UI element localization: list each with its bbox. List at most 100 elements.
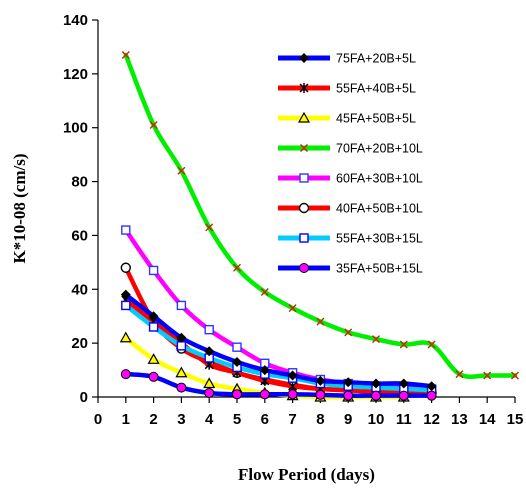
x-tick-label: 2 xyxy=(149,411,157,428)
legend-item: 55FA+40B+5L xyxy=(278,82,416,96)
data-point xyxy=(204,346,215,357)
data-point xyxy=(315,375,326,386)
x-tick-label: 15 xyxy=(507,411,524,428)
data-point xyxy=(260,287,269,296)
data-point xyxy=(232,389,242,400)
x-axis-title: Flow Period (days) xyxy=(238,465,375,484)
y-tick-label: 120 xyxy=(63,66,88,83)
legend: 75FA+20B+5L 55FA+40B+5L 45FA+50B+5L 70FA+20… xyxy=(278,52,423,276)
y-tick-label: 80 xyxy=(71,174,88,191)
data-point xyxy=(259,365,270,376)
x-tick-label: 12 xyxy=(423,411,440,428)
legend-item: 75FA+20B+5L xyxy=(278,52,416,66)
y-tick-label: 40 xyxy=(71,281,88,298)
y-axis-title: K*10-08 (cm/s) xyxy=(10,153,29,263)
x-tick-label: 13 xyxy=(451,411,468,428)
data-point xyxy=(298,202,310,214)
series-70FA+20B+10L xyxy=(121,51,519,380)
legend-item: 45FA+50B+5L xyxy=(278,112,416,126)
legend-label: 70FA+20B+10L xyxy=(336,142,423,156)
data-point xyxy=(148,265,159,276)
y-tick-label: 0 xyxy=(80,389,88,406)
legend-label: 55FA+30B+15L xyxy=(336,232,423,246)
data-point xyxy=(455,370,464,379)
x-tick-label: 1 xyxy=(122,411,130,428)
x-tick-label: 7 xyxy=(288,411,296,428)
x-tick-label: 11 xyxy=(396,411,412,428)
plot-area xyxy=(119,51,519,402)
x-tick-label: 5 xyxy=(233,411,241,428)
data-point xyxy=(299,263,309,273)
data-point xyxy=(259,389,270,400)
data-point xyxy=(147,353,160,364)
data-point xyxy=(176,332,187,343)
data-point xyxy=(121,225,131,235)
series-line xyxy=(123,303,434,393)
x-tick-label: 4 xyxy=(205,411,214,428)
data-point xyxy=(299,53,309,63)
data-point xyxy=(203,377,216,389)
data-point xyxy=(371,390,381,401)
data-point xyxy=(120,262,132,273)
legend-item: 40FA+50B+10L xyxy=(278,202,423,216)
series-line xyxy=(123,52,518,379)
series-75FA+20B+5L xyxy=(120,289,437,392)
data-point xyxy=(119,331,132,343)
data-point xyxy=(121,51,130,60)
legend-label: 40FA+50B+10L xyxy=(336,202,423,216)
data-point xyxy=(297,111,311,123)
x-tick-label: 14 xyxy=(479,411,496,428)
data-point xyxy=(148,322,159,332)
x-tick-label: 3 xyxy=(177,411,185,428)
data-point xyxy=(426,390,437,401)
data-point xyxy=(288,304,297,313)
legend-label: 75FA+20B+5L xyxy=(336,52,416,66)
data-point xyxy=(149,121,158,130)
y-tick-label: 60 xyxy=(71,227,88,244)
legend-item: 55FA+30B+15L xyxy=(278,232,423,246)
data-point xyxy=(427,340,436,349)
legend-item: 70FA+20B+10L xyxy=(278,142,423,156)
data-point xyxy=(483,371,492,380)
data-point xyxy=(426,381,437,392)
data-point xyxy=(344,328,353,337)
data-point xyxy=(372,335,380,344)
data-point xyxy=(175,366,188,378)
data-point xyxy=(315,389,326,400)
data-point xyxy=(120,289,131,300)
y-tick-label: 140 xyxy=(63,12,88,29)
x-tick-label: 8 xyxy=(316,411,324,428)
data-point xyxy=(176,300,187,311)
data-point xyxy=(300,144,308,152)
data-point xyxy=(176,382,187,393)
x-tick-label: 9 xyxy=(344,411,352,428)
data-point xyxy=(205,223,214,232)
legend-label: 45FA+50B+5L xyxy=(336,112,416,126)
data-point xyxy=(177,166,186,175)
legend-label: 35FA+50B+15L xyxy=(336,262,423,276)
data-point xyxy=(398,390,409,401)
data-point xyxy=(399,340,408,349)
x-tick-label: 10 xyxy=(368,411,385,428)
data-point xyxy=(343,377,354,388)
legend-item: 35FA+50B+15L xyxy=(278,262,423,276)
y-tick-label: 100 xyxy=(63,120,88,137)
data-point xyxy=(299,83,309,93)
data-point xyxy=(121,300,131,311)
data-point xyxy=(232,342,242,352)
data-point xyxy=(148,311,159,322)
data-point xyxy=(511,371,519,380)
series-line xyxy=(123,227,434,392)
data-point xyxy=(148,371,159,382)
data-point xyxy=(233,263,241,272)
legend-label: 55FA+40B+5L xyxy=(336,82,416,96)
data-point xyxy=(287,370,298,381)
data-point xyxy=(299,233,309,243)
x-tick-label: 6 xyxy=(261,411,269,428)
legend-label: 60FA+30B+10L xyxy=(336,172,423,186)
data-point xyxy=(398,378,409,389)
data-point xyxy=(371,378,381,389)
x-tick-label: 0 xyxy=(94,411,102,428)
data-point xyxy=(316,317,325,326)
